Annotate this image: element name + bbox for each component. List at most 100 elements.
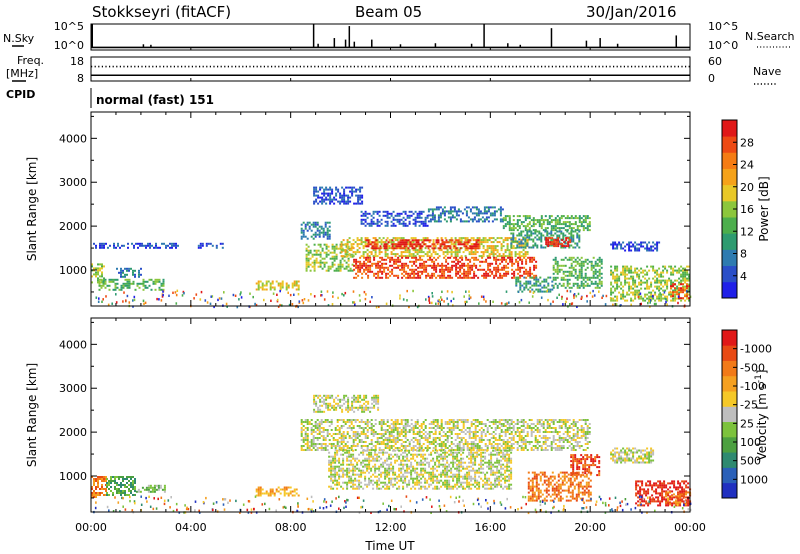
power-cell bbox=[355, 276, 358, 279]
power-cell bbox=[397, 260, 400, 263]
power-cell bbox=[670, 267, 673, 270]
power-cell bbox=[459, 256, 462, 259]
power-cell bbox=[339, 261, 342, 264]
power-cell bbox=[469, 210, 472, 213]
velocity-cell bbox=[350, 419, 353, 421]
velocity-cell bbox=[332, 443, 335, 445]
velocity-cell bbox=[460, 429, 463, 431]
velocity-cell bbox=[466, 445, 469, 447]
velocity-cell bbox=[344, 449, 347, 451]
power-cell bbox=[361, 264, 364, 267]
power-cell bbox=[476, 251, 479, 254]
power-cell bbox=[644, 241, 647, 244]
power-cell bbox=[363, 256, 366, 259]
power-cell bbox=[437, 206, 440, 209]
power-cell bbox=[520, 239, 523, 242]
power-cell bbox=[584, 260, 587, 263]
power-cell bbox=[393, 266, 396, 269]
power-cell bbox=[320, 231, 323, 234]
power-cell bbox=[489, 214, 492, 217]
power-cell bbox=[302, 233, 305, 236]
velocity-cell bbox=[432, 439, 435, 441]
power-cell bbox=[437, 256, 440, 259]
power-cell bbox=[331, 190, 334, 193]
power-cell bbox=[493, 210, 496, 213]
power-cell bbox=[463, 272, 466, 275]
power-cell bbox=[487, 262, 490, 265]
power-cell bbox=[644, 299, 647, 302]
power-cell bbox=[582, 219, 585, 222]
power-cell bbox=[300, 229, 303, 232]
power-cell bbox=[426, 253, 429, 256]
power-cell bbox=[317, 190, 320, 193]
power-clutter-cell bbox=[195, 293, 198, 296]
power-cell bbox=[325, 245, 328, 248]
power-cell bbox=[482, 237, 485, 240]
velocity-cell bbox=[472, 419, 475, 421]
power-cell bbox=[572, 284, 575, 287]
power-cell bbox=[620, 271, 623, 274]
velocity-cell bbox=[342, 435, 345, 437]
velocity-cell bbox=[306, 429, 309, 431]
power-cell bbox=[367, 268, 370, 271]
power-cell bbox=[356, 249, 359, 252]
power-cell bbox=[491, 220, 494, 223]
power-cell bbox=[674, 283, 676, 286]
power-cell bbox=[511, 276, 514, 279]
velocity-cell bbox=[130, 484, 132, 486]
power-cell bbox=[443, 210, 446, 213]
power-cell bbox=[636, 291, 639, 294]
velocity-cell bbox=[394, 437, 397, 439]
velocity-cell bbox=[504, 433, 507, 435]
velocity-cell bbox=[462, 431, 465, 433]
power-cell bbox=[295, 280, 298, 283]
power-cell bbox=[383, 245, 386, 248]
power-cell bbox=[670, 283, 673, 286]
power-cell bbox=[624, 267, 627, 270]
power-cell bbox=[407, 264, 410, 267]
power-cell bbox=[128, 267, 130, 270]
power-cell bbox=[403, 245, 406, 248]
power-clutter-cell bbox=[364, 297, 367, 301]
power-cell bbox=[552, 225, 555, 228]
power-cell bbox=[381, 262, 384, 265]
power-cell bbox=[568, 258, 571, 261]
power-cell bbox=[519, 268, 522, 271]
power-cell bbox=[424, 218, 427, 221]
power-cell bbox=[483, 274, 486, 277]
power-cell bbox=[518, 225, 521, 228]
velocity-cell bbox=[318, 421, 321, 423]
power-cell bbox=[467, 220, 470, 223]
velocity-cell bbox=[396, 427, 399, 429]
power-cell bbox=[138, 282, 141, 285]
power-cell bbox=[99, 269, 101, 272]
velocity-cell bbox=[426, 439, 429, 441]
velocity-cell bbox=[261, 488, 264, 491]
velocity-cell bbox=[502, 419, 505, 421]
power-cell bbox=[110, 280, 113, 283]
velocity-cell bbox=[424, 439, 427, 441]
power-cell bbox=[678, 297, 680, 300]
power-cell bbox=[114, 278, 117, 281]
power-clutter-cell bbox=[469, 296, 472, 299]
velocity-cell bbox=[404, 423, 407, 425]
power-cell bbox=[403, 274, 406, 277]
power-cell bbox=[461, 264, 464, 267]
power-cell bbox=[426, 255, 429, 258]
velocity-cell bbox=[384, 429, 387, 431]
velocity-cell bbox=[418, 443, 421, 445]
power-cell bbox=[341, 196, 344, 199]
velocity-cell bbox=[424, 419, 427, 421]
power-cell bbox=[543, 286, 546, 289]
power-cell bbox=[510, 223, 513, 226]
power-cell bbox=[508, 237, 511, 240]
power-cell bbox=[666, 297, 669, 300]
power-clutter-cell bbox=[132, 299, 134, 302]
power-cell bbox=[162, 288, 165, 291]
velocity-cell bbox=[490, 421, 493, 423]
power-cell bbox=[313, 249, 316, 252]
power-cell bbox=[411, 272, 414, 275]
velocity-cell bbox=[134, 480, 136, 482]
power-cell bbox=[654, 293, 657, 296]
velocity-cell bbox=[516, 429, 519, 431]
